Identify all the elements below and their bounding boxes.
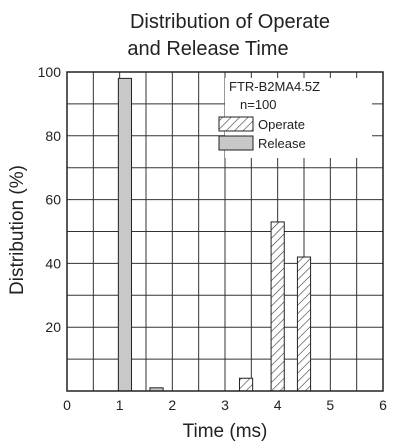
- x-axis-label: Time (ms): [183, 421, 268, 442]
- x-tick-label: 3: [221, 397, 229, 413]
- legend-label-operate: Operate: [258, 117, 305, 132]
- y-tick-label: 100: [38, 64, 62, 80]
- y-tick-labels: 20 40 60 80 100: [38, 64, 62, 335]
- legend-label-release: Release: [258, 136, 306, 151]
- x-tick-label: 1: [116, 397, 124, 413]
- plot-frame: [66, 71, 384, 392]
- chart-title-line-2: and Release Time: [127, 38, 288, 60]
- bar-release: [117, 77, 133, 392]
- y-tick-label: 40: [45, 255, 61, 271]
- bar-operate: [296, 256, 312, 392]
- chart-title-line-1: Distribution of Operate: [130, 11, 330, 33]
- legend-sample-size: n=100: [240, 97, 277, 112]
- x-tick-label: 2: [168, 397, 176, 413]
- y-tick-label: 60: [45, 192, 61, 208]
- legend: FTR-B2MA4.5Z n=100 Operate Release: [218, 78, 372, 158]
- bar-operate: [238, 377, 254, 392]
- x-tick-label: 6: [379, 397, 387, 413]
- bar-operate: [270, 221, 285, 392]
- legend-swatch-release: [218, 135, 254, 151]
- x-tick-label: 5: [326, 397, 334, 413]
- y-tick-label: 80: [45, 128, 61, 144]
- legend-swatch-operate: [218, 116, 254, 132]
- legend-model: FTR-B2MA4.5Z: [229, 79, 320, 94]
- x-tick-label: 4: [274, 397, 282, 413]
- y-axis-label: Distribution (%): [7, 165, 28, 295]
- y-tick-label: 20: [45, 319, 61, 335]
- x-tick-labels: 0 1 2 3 4 5 6: [63, 397, 387, 413]
- x-tick-label: 0: [63, 397, 71, 413]
